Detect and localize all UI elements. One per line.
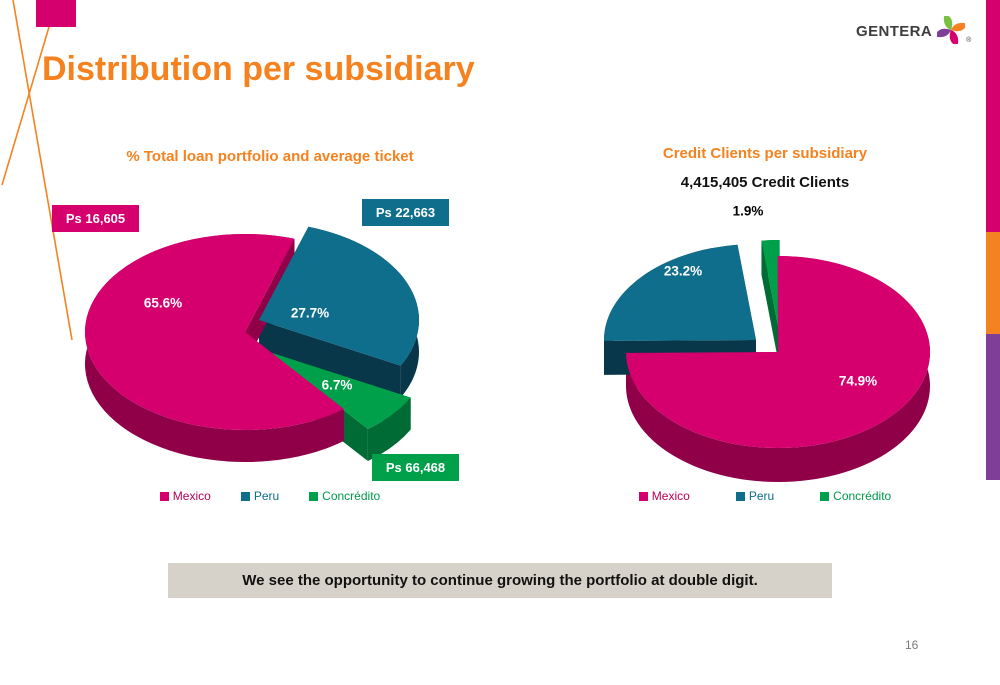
legend-item-concredito: Concrédito bbox=[309, 489, 380, 503]
legend-item-peru: Peru bbox=[735, 489, 775, 503]
decorative-diagonal-lines bbox=[1, 0, 73, 341]
pie-slice-top bbox=[761, 240, 780, 336]
legend-item-concredito: Concrédito bbox=[820, 489, 891, 503]
pie-slice-cut-face bbox=[259, 320, 401, 398]
pie-slice-top bbox=[604, 244, 756, 341]
key-message-banner: We see the opportunity to continue growi… bbox=[168, 563, 832, 598]
legend-label-mexico: Mexico bbox=[651, 489, 690, 503]
edge-strip-purple bbox=[986, 334, 1000, 480]
legend-item-mexico: Mexico bbox=[159, 489, 211, 503]
pie-slice-top bbox=[269, 352, 411, 430]
callout-peru-average-ticket: Ps 22,663 bbox=[362, 199, 449, 226]
corner-accent-block bbox=[36, 0, 76, 27]
legend-item-peru: Peru bbox=[240, 489, 280, 503]
callout-mexico-average-ticket: Ps 16,605 bbox=[52, 205, 139, 232]
logo-petal bbox=[951, 22, 966, 32]
slice-value-label: 65.6% bbox=[144, 296, 182, 311]
logo-petal bbox=[937, 28, 952, 38]
pie-slice-rim bbox=[85, 234, 344, 463]
page-number: 16 bbox=[905, 638, 919, 652]
slice-value-label: 1.9% bbox=[733, 204, 764, 219]
pie-slice-top bbox=[85, 234, 344, 431]
slice-value-label: 74.9% bbox=[839, 374, 877, 389]
pie-slice-rim bbox=[367, 397, 411, 462]
gentera-logo: GENTERA ® bbox=[856, 16, 971, 44]
right-chart-subtitle: 4,415,405 Credit Clients bbox=[680, 174, 850, 191]
legend-swatch-peru bbox=[240, 491, 250, 501]
legend-label-concredito: Concrédito bbox=[833, 489, 892, 503]
legend-swatch-concredito bbox=[309, 491, 319, 501]
logo-text: GENTERA bbox=[856, 23, 933, 40]
right-chart-title: Credit Clients per subsidiary bbox=[662, 145, 868, 162]
legend-swatch-mexico bbox=[159, 491, 169, 501]
pie-slice-top bbox=[626, 255, 931, 448]
pie-chart-credit-clients: 1.9% 74.9% 23.2% bbox=[604, 204, 931, 482]
slice-value-label: 6.7% bbox=[322, 378, 353, 393]
edge-color-strip bbox=[986, 0, 1000, 480]
legend-label-peru: Peru bbox=[748, 489, 775, 503]
right-chart-legend: Mexico Peru Concrédito bbox=[580, 489, 950, 503]
left-chart-title: % Total loan portfolio and average ticke… bbox=[126, 148, 414, 165]
legend-item-mexico: Mexico bbox=[638, 489, 690, 503]
pie-slice-top bbox=[259, 226, 419, 366]
logo-petal bbox=[949, 30, 959, 44]
legend-label-concredito: Concrédito bbox=[322, 489, 381, 503]
slice-value-label: 27.7% bbox=[291, 306, 329, 321]
edge-strip-orange bbox=[986, 232, 1000, 334]
legend-swatch-concredito bbox=[820, 491, 830, 501]
pie-chart-loan-portfolio: 27.7% 6.7% 65.6% bbox=[85, 226, 419, 463]
pinwheel-logo-icon bbox=[937, 16, 966, 44]
slide-title: Distribution per subsidiary bbox=[42, 50, 475, 88]
callout-concredito-average-ticket: Ps 66,468 bbox=[372, 454, 459, 481]
registered-mark: ® bbox=[966, 37, 972, 44]
diagonal-line bbox=[12, 0, 73, 341]
slice-value-label: 23.2% bbox=[664, 264, 702, 279]
logo-petal bbox=[943, 16, 953, 30]
legend-label-mexico: Mexico bbox=[172, 489, 211, 503]
legend-swatch-peru bbox=[735, 491, 745, 501]
edge-strip-magenta bbox=[986, 0, 1000, 232]
left-chart-legend: Mexico Peru Concrédito bbox=[70, 489, 470, 503]
legend-label-peru: Peru bbox=[253, 489, 280, 503]
legend-swatch-mexico bbox=[638, 491, 648, 501]
